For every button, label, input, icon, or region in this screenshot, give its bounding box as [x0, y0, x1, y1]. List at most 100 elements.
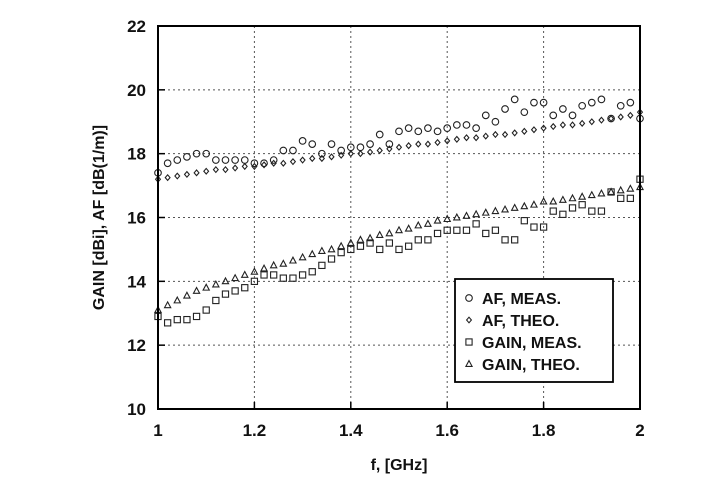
y-axis-label: GAIN [dBi], AF [dB(1/m)] — [91, 125, 108, 310]
x-tick-label: 1.2 — [243, 421, 267, 440]
diamond-point — [530, 126, 538, 134]
square-point — [212, 296, 220, 305]
square-point — [279, 274, 287, 282]
triangle-point — [597, 188, 606, 197]
square-point — [337, 248, 345, 257]
x-tick-label: 2 — [635, 421, 644, 440]
triangle-point — [375, 230, 384, 239]
legend-triangle-icon — [464, 359, 474, 367]
circle-point — [289, 146, 297, 155]
x-axis-label: f, [GHz] — [371, 457, 428, 474]
diamond-point — [511, 129, 518, 137]
square-point — [356, 242, 365, 250]
square-point — [376, 245, 384, 254]
circle-point — [501, 105, 509, 113]
square-point — [424, 236, 432, 244]
legend-box — [454, 278, 614, 383]
circle-point — [395, 127, 403, 136]
circle-point — [414, 127, 423, 136]
triangle-point — [501, 204, 510, 213]
square-point — [443, 226, 451, 234]
triangle-point — [491, 206, 500, 215]
square-point — [626, 194, 635, 202]
triangle-point — [240, 270, 249, 278]
diamond-point — [550, 122, 557, 131]
diamond-point — [376, 146, 383, 155]
diamond-point — [415, 140, 422, 148]
diamond-point — [251, 162, 258, 171]
diamond-point — [579, 119, 586, 127]
x-tick-label: 1.8 — [532, 421, 556, 440]
circle-point — [192, 149, 201, 158]
triangle-point — [481, 208, 490, 216]
diamond-point — [280, 159, 287, 167]
triangle-point — [173, 295, 182, 304]
circle-point — [424, 124, 432, 132]
square-point — [270, 271, 278, 279]
diamond-point — [164, 173, 171, 182]
diamond-point — [318, 154, 326, 163]
triangle-point — [472, 209, 481, 218]
square-point — [347, 245, 355, 254]
square-point — [385, 239, 394, 247]
square-point — [491, 226, 500, 234]
circle-point — [549, 111, 558, 120]
legend-label: GAIN, MEAS. — [482, 335, 582, 352]
circle-point — [250, 159, 259, 168]
triangle-point — [558, 195, 567, 203]
triangle-point — [288, 256, 297, 264]
triangle-point — [578, 192, 587, 200]
y-tick-label: 20 — [127, 81, 146, 100]
diamond-point — [270, 159, 277, 167]
triangle-point — [346, 238, 355, 246]
triangle-point — [366, 233, 375, 242]
triangle-point — [607, 187, 616, 195]
triangle-point — [404, 224, 413, 232]
circle-point — [260, 159, 268, 168]
square-point — [221, 290, 230, 298]
triangle-point — [182, 291, 191, 299]
square-point — [588, 207, 596, 215]
circle-point — [183, 153, 191, 161]
circle-point — [221, 156, 230, 164]
series-diamond — [154, 108, 644, 183]
legend-label: GAIN, THEO. — [482, 357, 580, 374]
diamond-point — [357, 150, 364, 158]
square-point — [539, 223, 548, 231]
y-tick-label: 14 — [127, 272, 146, 291]
diamond-point — [260, 161, 268, 169]
square-point — [163, 319, 172, 327]
circle-point — [279, 146, 288, 155]
triangle-point — [520, 201, 529, 210]
triangle-point — [298, 252, 307, 261]
diamond-point — [424, 140, 432, 148]
circle-point — [568, 111, 577, 120]
series-triangle — [153, 182, 645, 314]
triangle-point — [443, 214, 452, 223]
diamond-point — [174, 172, 181, 180]
triangle-point — [337, 241, 346, 250]
triangle-point — [414, 220, 423, 229]
diamond-point — [183, 170, 191, 179]
triangle-point — [423, 219, 432, 227]
square-point — [433, 229, 442, 238]
diamond-point — [347, 150, 354, 158]
circle-point — [385, 140, 394, 148]
circle-point — [318, 149, 326, 158]
triangle-point — [317, 246, 326, 254]
diamond-point — [482, 132, 489, 140]
triangle-point — [568, 193, 577, 202]
triangle-point — [462, 211, 471, 219]
diamond-point — [212, 165, 219, 174]
square-point — [395, 245, 403, 254]
triangle-point — [202, 283, 211, 291]
circle-point — [462, 121, 471, 129]
triangle-point — [626, 184, 635, 192]
diamond-point — [617, 113, 624, 121]
legend-label: AF, MEAS. — [482, 291, 561, 308]
circle-point — [578, 101, 587, 110]
diamond-point — [222, 165, 229, 174]
diamond-point — [366, 148, 374, 156]
legend: AF, MEAS. AF, THEO. GAIN, MEAS. GAIN, THEO. — [454, 278, 614, 383]
